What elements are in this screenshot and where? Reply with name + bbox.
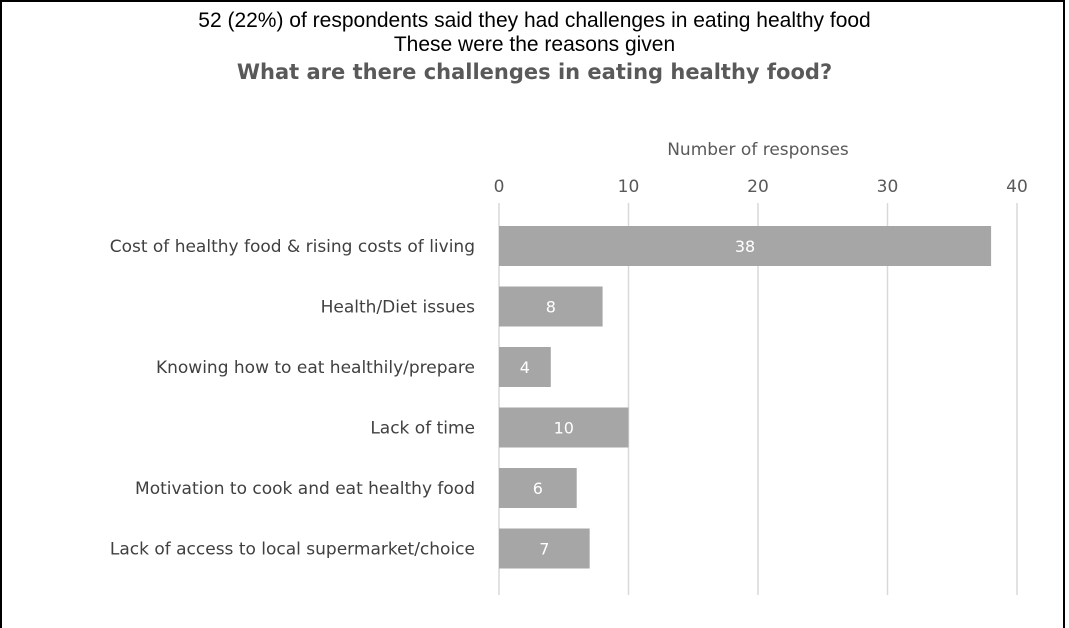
x-tick-label: 10	[618, 177, 640, 197]
category-label: Cost of healthy food & rising costs of l…	[110, 237, 475, 257]
category-label: Health/Diet issues	[321, 298, 476, 318]
category-label: Lack of access to local supermarket/choi…	[110, 540, 475, 560]
bars	[499, 226, 991, 569]
x-tick-label: 30	[877, 177, 899, 197]
data-label: 10	[554, 419, 574, 438]
data-label: 6	[533, 479, 543, 498]
x-tick-label: 20	[747, 177, 769, 197]
category-label: Motivation to cook and eat healthy food	[135, 479, 475, 499]
data-label: 8	[546, 298, 556, 317]
data-label: 7	[539, 540, 549, 559]
category-label: Knowing how to eat healthily/prepare	[156, 358, 475, 378]
category-label: Lack of time	[370, 419, 475, 439]
x-tick-labels: 0 10 20 30 40	[494, 177, 1028, 197]
data-label: 4	[520, 358, 530, 377]
data-labels: 38 8 4 10 6 7	[520, 237, 755, 559]
x-tick-label: 40	[1006, 177, 1028, 197]
data-label: 38	[735, 237, 755, 256]
category-labels: Cost of healthy food & rising costs of l…	[110, 237, 475, 560]
x-axis-label: Number of responses	[667, 140, 849, 160]
x-tick-label: 0	[494, 177, 505, 197]
